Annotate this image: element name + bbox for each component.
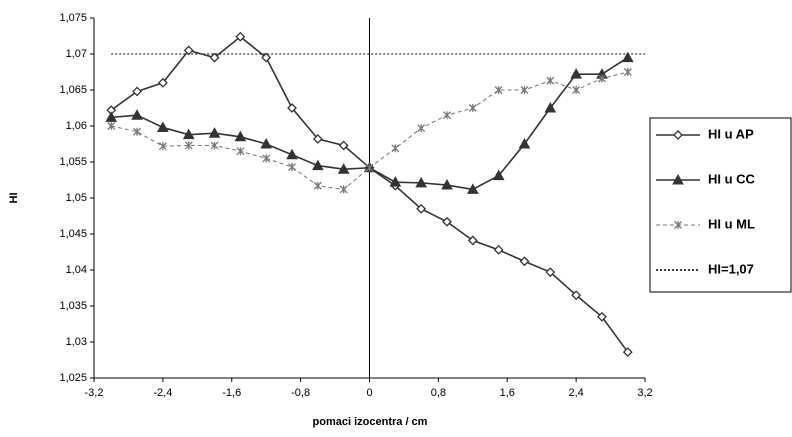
marker-star	[288, 163, 296, 172]
marker-star	[210, 141, 219, 150]
marker-triangle	[311, 159, 324, 171]
marker-triangle	[234, 130, 247, 142]
marker-diamond	[132, 86, 142, 97]
marker-triangle	[466, 183, 479, 194]
marker-star	[520, 86, 529, 94]
marker-triangle	[518, 137, 531, 149]
y-tick-label: 1,055	[59, 156, 87, 168]
marker-diamond	[545, 267, 556, 278]
marker-diamond	[673, 130, 683, 140]
marker-diamond	[209, 52, 220, 63]
legend-box	[649, 117, 792, 293]
marker-diamond	[416, 203, 427, 214]
marker-star	[597, 74, 606, 83]
marker-triangle	[260, 137, 273, 149]
marker-star	[391, 144, 400, 153]
y-axis-label: HI	[8, 193, 20, 204]
marker-triangle	[415, 176, 428, 188]
marker-star	[184, 141, 193, 150]
marker-diamond	[622, 347, 633, 357]
marker-triangle	[570, 68, 582, 79]
marker-diamond	[571, 290, 582, 301]
marker-triangle	[492, 169, 505, 181]
marker-diamond	[519, 256, 530, 267]
marker-star	[623, 68, 632, 76]
legend-label: HI u CC	[708, 171, 756, 186]
marker-triangle	[286, 148, 298, 160]
marker-star	[443, 111, 451, 120]
x-axis-label: pomaci izocentra / cm	[313, 416, 428, 428]
legend-label: HI u ML	[708, 216, 755, 231]
marker-triangle	[337, 163, 350, 174]
y-tick-label: 1,035	[59, 300, 87, 312]
y-tick-label: 1,04	[66, 264, 87, 276]
marker-star	[339, 185, 348, 194]
x-tick-label: 3,2	[637, 387, 652, 399]
marker-star	[674, 221, 682, 229]
marker-star	[107, 122, 116, 130]
marker-diamond	[338, 140, 349, 151]
marker-diamond	[493, 244, 504, 255]
marker-star	[468, 104, 477, 112]
series-line	[111, 71, 628, 190]
marker-triangle	[389, 176, 402, 187]
marker-diamond	[261, 52, 272, 63]
marker-star	[572, 86, 581, 94]
marker-star	[262, 154, 271, 163]
x-tick-label: 0,8	[431, 387, 446, 399]
marker-triangle	[621, 51, 634, 63]
x-tick-label: -2,4	[153, 387, 172, 399]
marker-star	[313, 181, 322, 190]
marker-diamond	[442, 216, 452, 227]
marker-star	[133, 127, 142, 136]
marker-diamond	[157, 77, 168, 88]
marker-star	[365, 163, 374, 172]
legend-label: HI u AP	[708, 126, 754, 141]
marker-diamond	[467, 235, 478, 246]
marker-triangle	[105, 111, 118, 122]
marker-diamond	[183, 45, 194, 56]
x-tick-label: 2,4	[568, 387, 583, 399]
marker-star	[494, 86, 503, 94]
marker-triangle	[441, 179, 453, 190]
marker-star	[417, 124, 426, 133]
marker-diamond	[597, 311, 607, 322]
x-tick-label: -1,6	[222, 387, 241, 399]
y-tick-label: 1,06	[66, 120, 87, 132]
x-tick-label: -3,2	[85, 387, 104, 399]
marker-diamond	[235, 31, 246, 42]
y-tick-label: 1,07	[66, 48, 87, 60]
y-tick-label: 1,025	[59, 372, 87, 384]
x-tick-label: -0,8	[291, 387, 310, 399]
marker-diamond	[287, 103, 297, 113]
marker-triangle	[672, 173, 684, 185]
marker-triangle	[157, 121, 169, 132]
y-tick-label: 1,075	[59, 12, 87, 24]
marker-triangle	[544, 101, 557, 113]
x-tick-label: 0	[366, 387, 372, 399]
y-tick-label: 1,065	[59, 84, 87, 96]
marker-triangle	[182, 128, 195, 140]
x-tick-label: 1,6	[500, 387, 515, 399]
marker-diamond	[312, 134, 323, 144]
marker-star	[158, 142, 167, 151]
marker-star	[236, 147, 245, 156]
marker-triangle	[208, 127, 221, 138]
marker-star	[546, 76, 555, 85]
legend-label: HI=1,07	[708, 261, 754, 276]
y-tick-label: 1,05	[66, 192, 87, 204]
y-tick-label: 1,03	[66, 336, 87, 348]
marker-triangle	[131, 109, 143, 120]
y-tick-label: 1,045	[59, 228, 87, 240]
